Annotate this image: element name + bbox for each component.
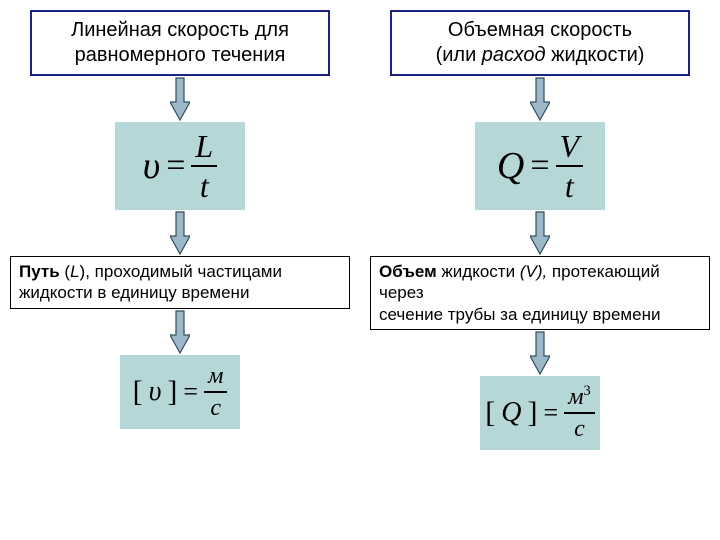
left-formula-2: [ υ ] = м с xyxy=(133,364,228,420)
denominator: t xyxy=(196,170,213,202)
desc-var: L xyxy=(70,262,79,281)
right-formula-1-box: Q = V t xyxy=(475,122,605,210)
arrow-icon xyxy=(170,309,190,355)
right-formula-2-box: [ Q ] = м3 с xyxy=(480,376,600,450)
right-formula-2: [ Q ] = м3 с xyxy=(485,384,594,441)
right-title-line2b: жидкости) xyxy=(546,44,645,66)
arrow-icon xyxy=(530,210,550,256)
left-formula-2-box: [ υ ] = м с xyxy=(120,355,240,429)
desc-rest1: проходимый частицами xyxy=(95,262,282,281)
right-title-line2a: (или xyxy=(436,44,482,66)
denominator: t xyxy=(561,170,578,202)
desc-rest2: жидкости в единицу времени xyxy=(19,283,249,302)
right-formula-1: Q = V t xyxy=(497,130,583,202)
numerator: м3 xyxy=(564,384,595,409)
fraction: м с xyxy=(204,364,227,420)
fraction-bar xyxy=(191,165,217,167)
right-title-line1: Объемная скорость xyxy=(448,19,632,41)
desc-mid1: жидкости xyxy=(437,262,520,281)
left-title-line1: Линейная скорость для xyxy=(71,19,289,41)
equals-sign: = xyxy=(183,377,198,407)
arrow-icon xyxy=(170,210,190,256)
numerator: м xyxy=(204,364,227,388)
bracket-open: [ xyxy=(485,398,495,428)
desc-paren2: ), xyxy=(80,262,95,281)
numerator: V xyxy=(556,130,584,162)
fraction-bar xyxy=(564,412,595,414)
fraction: L t xyxy=(191,130,217,202)
left-formula-1: υ = L t xyxy=(143,130,217,202)
formula-lhs: Q xyxy=(501,397,521,429)
denominator: с xyxy=(570,417,589,441)
left-title-box: Линейная скорость для равномерного течен… xyxy=(30,10,330,76)
equals-sign: = xyxy=(530,147,549,185)
arrow-icon xyxy=(170,76,190,122)
desc-bold: Путь xyxy=(19,262,60,281)
right-column: Объемная скорость (или расход жидкости) … xyxy=(360,0,720,450)
numerator: L xyxy=(191,130,217,162)
right-title-box: Объемная скорость (или расход жидкости) xyxy=(390,10,690,76)
equals-sign: = xyxy=(166,147,185,185)
arrow-icon xyxy=(530,330,550,376)
bracket-close: ] xyxy=(528,398,538,428)
denominator: с xyxy=(206,396,225,420)
formula-lhs: υ xyxy=(143,144,160,188)
fraction: V t xyxy=(556,130,584,202)
left-column: Линейная скорость для равномерного течен… xyxy=(0,0,360,429)
equals-sign: = xyxy=(544,398,559,428)
left-desc-box: Путь (L), проходимый частицами жидкости … xyxy=(10,256,350,309)
num-sup: 3 xyxy=(584,383,591,399)
right-desc-box: Объем жидкости (V), протекающий через се… xyxy=(370,256,710,330)
desc-rest2: сечение трубы за единицу времени xyxy=(379,305,660,324)
arrow-icon xyxy=(530,76,550,122)
num-base: м xyxy=(568,384,583,410)
left-title-line2: равномерного течения xyxy=(75,44,286,66)
desc-bold: Объем xyxy=(379,262,437,281)
bracket-open: [ xyxy=(133,377,143,407)
bracket-close: ] xyxy=(167,377,177,407)
formula-lhs: Q xyxy=(497,144,524,188)
left-formula-1-box: υ = L t xyxy=(115,122,245,210)
fraction-bar xyxy=(556,165,584,167)
fraction-bar xyxy=(204,391,227,393)
desc-var: (V), xyxy=(520,262,547,281)
fraction: м3 с xyxy=(564,384,595,441)
formula-lhs: υ xyxy=(149,376,162,408)
right-title-italic: расход xyxy=(482,44,546,66)
